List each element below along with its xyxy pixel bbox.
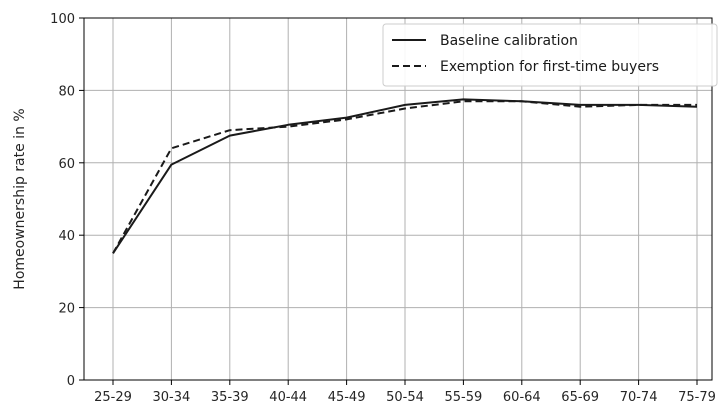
- legend: Baseline calibration Exemption for first…: [382, 23, 718, 87]
- x-tick-label: 75-79: [678, 390, 716, 405]
- x-axis-ticks: 25-29 30-34 35-39 40-44 45-49 50-54 55-59 60-64…: [94, 380, 716, 405]
- legend-box: [382, 23, 718, 87]
- y-tick-label: 80: [58, 84, 75, 99]
- series-lines: [112, 98, 698, 254]
- x-tick-label: 50-54: [386, 390, 424, 405]
- x-tick-label: 30-34: [153, 390, 191, 405]
- y-tick-label: 0: [67, 374, 75, 389]
- y-tick-label: 20: [58, 302, 75, 317]
- x-tick-label: 70-74: [620, 390, 658, 405]
- x-tick-label: 40-44: [269, 390, 307, 405]
- series-line-baseline: [112, 98, 698, 254]
- legend-label-baseline: Baseline calibration: [440, 33, 578, 49]
- x-tick-label: 35-39: [211, 390, 249, 405]
- x-tick-label: 65-69: [561, 390, 599, 405]
- series-line-exemption: [112, 100, 697, 254]
- y-tick-label: 100: [50, 12, 75, 27]
- y-tick-label: 40: [58, 229, 75, 244]
- plot-frame: [83, 17, 713, 381]
- x-tick-label: 55-59: [445, 390, 483, 405]
- y-axis-title: Homeownership rate in %: [12, 108, 28, 289]
- legend-label-exemption: Exemption for first-time buyers: [440, 59, 659, 75]
- y-tick-label: 60: [58, 157, 75, 172]
- y-axis-ticks: 0 20 40 60 80 100: [50, 12, 84, 389]
- x-tick-label: 60-64: [503, 390, 541, 405]
- x-tick-label: 25-29: [94, 390, 132, 405]
- x-tick-label: 45-49: [328, 390, 366, 405]
